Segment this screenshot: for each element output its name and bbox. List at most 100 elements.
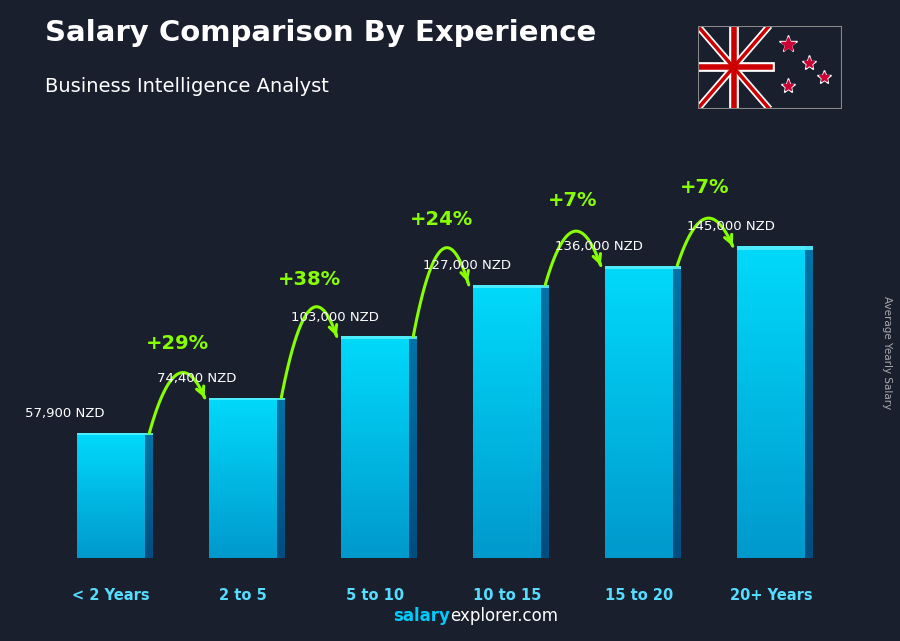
Bar <box>410 517 418 520</box>
Bar <box>410 469 418 473</box>
Bar <box>76 504 145 506</box>
Bar <box>341 403 410 406</box>
Bar <box>472 408 541 412</box>
Bar <box>341 484 410 488</box>
Bar <box>76 506 145 508</box>
Bar <box>76 433 153 435</box>
Bar <box>472 294 541 299</box>
Text: +24%: +24% <box>410 210 472 229</box>
Bar <box>145 442 153 444</box>
Bar <box>277 512 285 515</box>
Bar <box>806 365 814 370</box>
Bar <box>737 506 806 511</box>
Bar <box>737 532 806 537</box>
Bar <box>605 285 673 290</box>
Bar <box>76 495 145 497</box>
Bar <box>541 408 549 412</box>
Bar <box>277 459 285 462</box>
Bar <box>209 555 277 558</box>
Bar <box>145 551 153 554</box>
Bar <box>541 521 549 526</box>
Bar <box>605 455 673 460</box>
Bar <box>76 477 145 479</box>
Bar <box>277 534 285 537</box>
Bar <box>605 431 673 436</box>
Bar <box>410 535 418 539</box>
Bar <box>341 528 410 532</box>
Bar <box>145 483 153 485</box>
Bar <box>341 362 410 366</box>
Bar <box>806 278 814 283</box>
Bar <box>472 312 541 317</box>
Bar <box>76 452 145 454</box>
Bar <box>541 303 549 308</box>
Bar <box>145 522 153 524</box>
Bar <box>673 533 681 538</box>
Bar <box>472 385 541 390</box>
Bar <box>145 512 153 514</box>
Bar <box>737 433 806 438</box>
Bar <box>341 337 418 339</box>
Bar <box>410 520 418 524</box>
Bar <box>76 483 145 485</box>
Bar <box>277 496 285 499</box>
Bar <box>806 417 814 422</box>
Bar <box>277 462 285 465</box>
Bar <box>341 392 410 395</box>
Bar <box>341 462 410 465</box>
Bar <box>541 344 549 349</box>
Bar <box>541 299 549 303</box>
Bar <box>209 433 277 435</box>
Bar <box>541 535 549 540</box>
Bar <box>277 403 285 406</box>
Bar <box>541 326 549 330</box>
Bar <box>209 512 277 515</box>
Bar <box>341 421 410 425</box>
Bar <box>145 462 153 464</box>
Bar <box>341 532 410 535</box>
Bar <box>472 480 541 485</box>
Bar <box>806 407 814 412</box>
Bar <box>209 443 277 445</box>
Bar <box>605 499 673 504</box>
Bar <box>737 511 806 516</box>
Bar <box>341 377 410 381</box>
Bar <box>145 506 153 508</box>
Bar <box>410 506 418 510</box>
Bar <box>737 516 806 521</box>
Bar <box>605 329 673 334</box>
Bar <box>76 539 145 541</box>
Bar <box>673 397 681 402</box>
Bar <box>209 544 277 547</box>
Bar <box>541 517 549 521</box>
Bar <box>472 458 541 462</box>
Bar <box>341 517 410 520</box>
Bar <box>737 537 806 542</box>
Bar <box>541 380 549 385</box>
Bar <box>673 465 681 470</box>
Bar <box>673 338 681 344</box>
Bar <box>209 499 277 502</box>
Bar <box>145 481 153 483</box>
Bar <box>410 340 418 344</box>
Bar <box>341 539 410 543</box>
Bar <box>673 324 681 329</box>
Bar <box>673 383 681 387</box>
Bar <box>277 553 285 555</box>
Bar <box>341 506 410 510</box>
Bar <box>737 335 806 340</box>
Bar <box>145 435 153 437</box>
Bar <box>673 445 681 451</box>
Bar <box>341 340 410 344</box>
Bar <box>410 399 418 403</box>
Bar <box>277 470 285 472</box>
Bar <box>410 366 418 370</box>
Bar <box>541 312 549 317</box>
Bar <box>145 537 153 539</box>
Bar <box>806 293 814 298</box>
Bar <box>472 326 541 330</box>
Bar <box>76 526 145 529</box>
Bar <box>277 449 285 451</box>
Bar <box>737 490 806 495</box>
Bar <box>277 417 285 419</box>
